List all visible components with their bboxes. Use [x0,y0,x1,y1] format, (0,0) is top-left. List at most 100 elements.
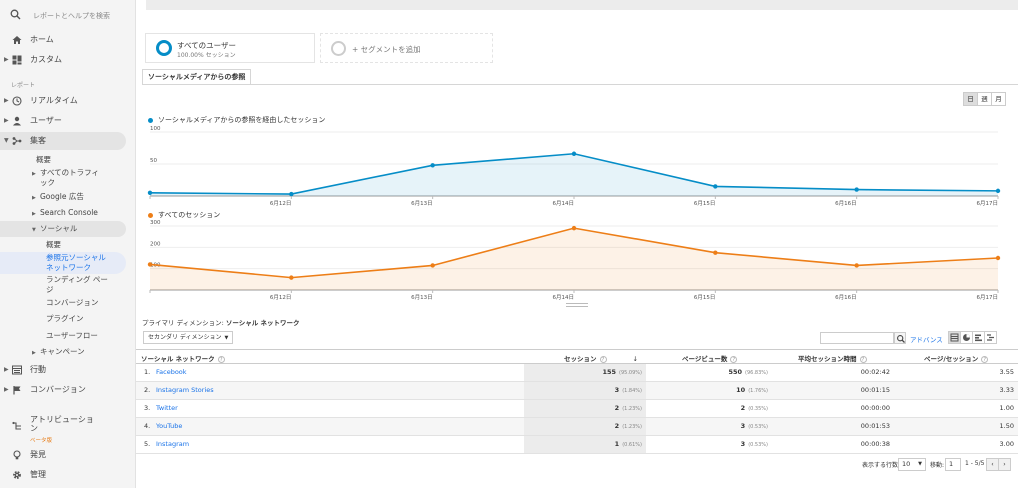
data-point[interactable] [854,187,859,192]
table-row: 1. Facebook 155 (95.09%) 550 (96.83%) 00:02:42… [136,364,1018,382]
data-point[interactable] [571,151,577,156]
row-number: 3. [144,404,151,412]
network-link[interactable]: Facebook [156,368,187,376]
segment-all-users[interactable]: すべてのユーザー 100.00% セッション [145,33,315,63]
data-point[interactable] [571,225,577,231]
sidebar-item-discover[interactable]: 発見 [0,446,126,464]
data-point[interactable] [854,263,859,268]
sidebar-item-social-overview[interactable]: 概要 [46,240,61,249]
tab-social-referrals[interactable]: ソーシャルメディアからの参照 [142,69,252,85]
data-point[interactable] [995,188,1001,194]
table-row: 4. YouTube 2 (1.23%) 3 (0.53%) 00:01:53 1.50 [136,418,1018,436]
sidebar-item-social[interactable]: ▼ ソーシャル [0,221,126,237]
table-row: 2. Instagram Stories 3 (1.84%) 10 (1.76%) 00:0… [136,382,1018,400]
view-comparison-icon[interactable] [984,331,997,344]
chart-all-sessions: 3002001006月12日6月13日6月14日6月15日6月16日6月17日 [147,220,1001,301]
page-range: 1 - 5/5 [965,460,985,467]
sidebar-item-users[interactable]: ▶ ユーザー [0,112,126,130]
sidebar-item-all-traffic[interactable]: ▶ すべてのトラフィ ック [32,168,100,187]
data-point[interactable] [995,255,1001,261]
network-link[interactable]: Instagram [156,440,190,448]
sessions-cell: 1 (0.61%) [614,440,642,448]
sidebar-item-plugins[interactable]: プラグイン [46,314,84,323]
help-icon[interactable]: ? [859,355,867,363]
period-day-button[interactable]: 日 [963,92,978,106]
sessions-highlight [524,400,646,417]
sidebar-item-google-ads[interactable]: ▶ Google 広告 [32,192,84,201]
period-month-button[interactable]: 月 [991,92,1006,106]
sidebar-item-realtime[interactable]: ▶ リアルタイム [0,92,126,110]
primary-dimension-value[interactable]: ソーシャル ネットワーク [225,319,300,327]
y-tick-label: 50 [150,158,157,164]
view-pie-icon[interactable] [960,331,973,344]
data-point[interactable] [430,163,435,168]
data-point[interactable] [713,184,718,189]
sidebar-item-custom[interactable]: ▶ カスタム [0,51,126,69]
sidebar-item-social-conversions[interactable]: コンバージョン [46,298,99,307]
search-placeholder: レポートとヘルプを検索 [33,12,110,20]
sidebar-item-campaigns[interactable]: ▶ キャンペーン [32,347,85,356]
chart-resize-handle[interactable] [566,303,588,307]
data-point[interactable] [430,263,435,268]
data-point[interactable] [289,191,294,197]
period-week-button[interactable]: 週 [977,92,992,106]
sidebar-item-acquisition[interactable]: ▼ 集客 [0,132,126,150]
sidebar-item-label: ン [30,424,38,433]
sidebar-item-social-network[interactable]: 参照元ソーシャル ネットワーク [0,252,126,274]
data-point[interactable] [147,262,153,267]
table-search-input[interactable] [820,332,894,344]
caret-right-icon: ▶ [32,211,36,217]
sessions-cell: 2 (1.23%) [614,422,642,430]
header-pageviews[interactable]: ページビュー数? [682,353,738,363]
sidebar-item-behavior[interactable]: ▶ 行動 [0,361,126,379]
beta-badge: ベータ版 [30,438,53,444]
table-header: ソーシャル ネットワーク? セッション? ↓ ページビュー数? 平均セッション時間… [136,349,1018,364]
view-bar-icon[interactable] [972,331,985,344]
advanced-filter-link[interactable]: アドバンス [910,336,943,344]
y-tick-label: 300 [150,220,161,226]
caret-right-icon: ▶ [4,366,9,373]
sidebar-item-attribution[interactable]: アトリビューショ ン [0,413,126,439]
main-content: すべてのユーザー 100.00% セッション + セグメントを追加 ソーシャルメ… [136,0,1024,488]
help-icon[interactable]: ? [981,355,989,363]
help-icon[interactable]: ? [217,355,225,363]
reports-section-label: レポート [11,82,36,89]
network-link[interactable]: YouTube [156,422,183,430]
help-icon[interactable]: ? [730,355,738,363]
pages-per-session-cell: 1.00 [999,404,1014,412]
sidebar-item-conversions[interactable]: ▶ コンバージョン [0,381,126,399]
search-icon [10,9,21,20]
goto-page-input[interactable]: 1 [945,458,961,471]
network-link[interactable]: Instagram Stories [156,386,214,394]
sidebar-item-search-console[interactable]: ▶ Search Console [32,208,98,217]
row-number: 1. [144,368,151,376]
table-search-button[interactable] [894,332,906,344]
data-point[interactable] [289,275,294,280]
data-point[interactable] [147,190,153,195]
next-page-button[interactable]: › [998,458,1011,471]
sidebar-item-admin[interactable]: 管理 [0,466,126,484]
sidebar-item-label: コンバージョン [30,385,86,394]
sidebar-item-home[interactable]: ホーム [0,31,126,49]
data-point[interactable] [713,250,718,255]
avg-duration-cell: 00:01:15 [860,386,890,394]
search-icon [897,335,905,343]
sort-down-icon: ↓ [632,355,638,363]
sidebar-item-landing-page[interactable]: ランディング ペー ジ [46,275,108,294]
sidebar-item-label: 行動 [30,365,46,374]
sidebar-item-acq-overview[interactable]: 概要 [36,155,51,164]
add-segment-button[interactable]: + セグメントを追加 [320,33,493,63]
header-avg-duration[interactable]: 平均セッション時間? [798,353,867,363]
report-search[interactable]: レポートとヘルプを検索 [0,6,136,26]
header-network[interactable]: ソーシャル ネットワーク? [141,353,225,363]
help-icon[interactable]: ? [599,355,607,363]
sidebar-item-user-flow[interactable]: ユーザーフロー [46,331,98,340]
network-link[interactable]: Twitter [156,404,178,412]
behavior-icon [12,365,22,375]
pageviews-cell: 3 (0.53%) [740,422,768,430]
header-sessions[interactable]: セッション? ↓ [564,355,638,363]
sidebar-item-label: ユーザー [30,116,62,125]
rows-per-page-select[interactable]: 10 ▼ [898,458,926,471]
header-pages-per-session[interactable]: ページ/セッション? [924,353,989,363]
secondary-dimension-dropdown[interactable]: セカンダリ ディメンション ▼ [143,331,234,344]
